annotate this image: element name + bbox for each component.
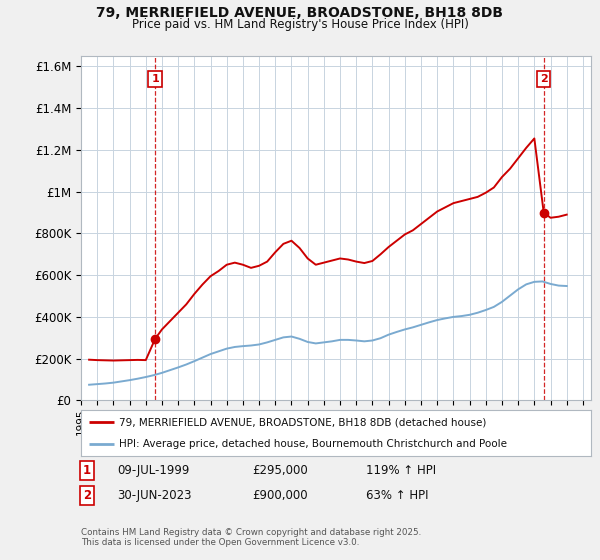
Text: 79, MERRIEFIELD AVENUE, BROADSTONE, BH18 8DB (detached house): 79, MERRIEFIELD AVENUE, BROADSTONE, BH18…	[119, 417, 487, 427]
Text: 79, MERRIEFIELD AVENUE, BROADSTONE, BH18 8DB: 79, MERRIEFIELD AVENUE, BROADSTONE, BH18…	[97, 6, 503, 20]
Text: 119% ↑ HPI: 119% ↑ HPI	[366, 464, 436, 477]
Text: HPI: Average price, detached house, Bournemouth Christchurch and Poole: HPI: Average price, detached house, Bour…	[119, 439, 507, 449]
Text: 1: 1	[83, 464, 91, 477]
Text: 30-JUN-2023: 30-JUN-2023	[117, 489, 191, 502]
Text: 09-JUL-1999: 09-JUL-1999	[117, 464, 190, 477]
Text: £900,000: £900,000	[252, 489, 308, 502]
Text: 2: 2	[540, 74, 548, 84]
Text: 63% ↑ HPI: 63% ↑ HPI	[366, 489, 428, 502]
Text: 2: 2	[83, 489, 91, 502]
Text: Contains HM Land Registry data © Crown copyright and database right 2025.
This d: Contains HM Land Registry data © Crown c…	[81, 528, 421, 547]
Text: 1: 1	[151, 74, 159, 84]
Text: £295,000: £295,000	[252, 464, 308, 477]
Text: Price paid vs. HM Land Registry's House Price Index (HPI): Price paid vs. HM Land Registry's House …	[131, 18, 469, 31]
